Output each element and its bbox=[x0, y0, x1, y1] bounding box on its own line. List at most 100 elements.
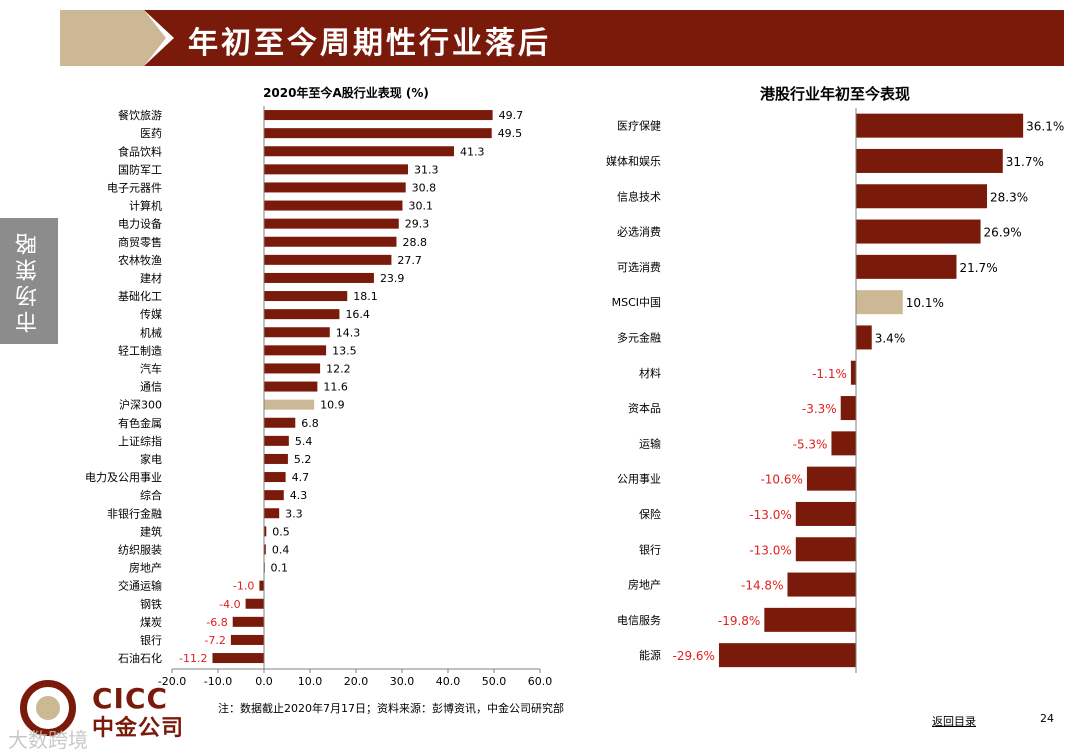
chart1-x-tick-label: 0.0 bbox=[255, 675, 273, 688]
chart2-value-label: -13.0% bbox=[749, 508, 791, 522]
chart2-value-label: -14.8% bbox=[741, 579, 783, 593]
chart1-bar-26 bbox=[259, 580, 264, 591]
banner-chevron-icon bbox=[144, 10, 166, 66]
chart1-bar-2 bbox=[264, 146, 454, 157]
chart1-value-label: 27.7 bbox=[397, 254, 422, 267]
chart1-category-label: 医药 bbox=[140, 127, 162, 140]
chart2-value-label: -1.1% bbox=[812, 367, 847, 381]
chart2-bar-7 bbox=[850, 360, 856, 385]
chart1-value-label: 29.3 bbox=[405, 218, 430, 231]
chart1-category-label: 通信 bbox=[140, 381, 162, 394]
chart2-category-label: 医疗保健 bbox=[617, 119, 661, 133]
chart2-bar-2 bbox=[856, 184, 988, 209]
chart1-value-label: 49.5 bbox=[498, 127, 523, 140]
chart2-bar-11 bbox=[795, 501, 856, 526]
chart1-value-label: 31.3 bbox=[414, 163, 439, 176]
chart1-category-label: 商贸零售 bbox=[118, 235, 162, 249]
chart1-value-label: 12.2 bbox=[326, 362, 351, 375]
chart2-category-label: 媒体和娱乐 bbox=[606, 154, 661, 168]
chart1-bar-19 bbox=[264, 453, 288, 464]
chart1-category-label: 国防军工 bbox=[118, 162, 162, 176]
banner-accent bbox=[60, 10, 144, 66]
chart1-x-tick-label: 10.0 bbox=[298, 675, 323, 688]
chart1-category-label: 机械 bbox=[140, 325, 162, 339]
chart1-bar-24 bbox=[264, 544, 266, 555]
chart1-category-label: 房地产 bbox=[129, 561, 162, 575]
logo-text-en: CICC bbox=[92, 682, 169, 715]
chart2-category-label: 电信服务 bbox=[617, 614, 661, 627]
chart1-bar-3 bbox=[264, 164, 408, 175]
watermark: 大数跨境 bbox=[8, 728, 88, 752]
chart1-bar-8 bbox=[264, 254, 392, 265]
chart1-category-label: 有色金属 bbox=[118, 416, 162, 430]
chart1-value-label: 5.2 bbox=[294, 453, 312, 466]
chart1-value-label: 0.4 bbox=[272, 543, 290, 556]
chart2-bar-4 bbox=[856, 254, 957, 279]
chart1-category-label: 建筑 bbox=[140, 524, 162, 538]
chart2-value-label: 31.7% bbox=[1006, 155, 1044, 169]
chart1-x-tick-label: 50.0 bbox=[482, 675, 507, 688]
chart2-bar-1 bbox=[856, 148, 1003, 173]
chart2-value-label: -19.8% bbox=[718, 614, 760, 628]
chart2-value-label: -13.0% bbox=[749, 543, 791, 557]
chart2-value-label: -29.6% bbox=[672, 649, 714, 663]
chart1-category-label: 钢铁 bbox=[140, 598, 162, 611]
chart1-value-label: 30.1 bbox=[408, 200, 433, 213]
chart1-value-label: -11.2 bbox=[179, 652, 207, 665]
chart1-value-label: 14.3 bbox=[336, 326, 361, 339]
chart1-value-label: 23.9 bbox=[380, 272, 405, 285]
chart1-value-label: 5.4 bbox=[295, 435, 313, 448]
chart1-value-label: 49.7 bbox=[499, 109, 524, 122]
chart2-bar-6 bbox=[856, 325, 872, 350]
chart1-category-label: 食品饮料 bbox=[118, 144, 162, 158]
chart1-category-label: 家电 bbox=[140, 452, 162, 466]
chart1-value-label: 11.6 bbox=[323, 381, 348, 394]
chart1-bar-0 bbox=[264, 110, 493, 121]
chart2-category-label: 银行 bbox=[639, 542, 661, 556]
chart1-bar-16 bbox=[264, 399, 315, 410]
chart1-category-label: 纺织服装 bbox=[118, 542, 162, 556]
chart2-bar-8 bbox=[840, 396, 856, 421]
chart1-bar-6 bbox=[264, 218, 399, 229]
chart1-value-label: -6.8 bbox=[206, 616, 227, 629]
chart1-value-label: 13.5 bbox=[332, 344, 357, 357]
chart1-category-label: 非银行金融 bbox=[107, 506, 162, 520]
back-to-contents-link[interactable]: 返回目录 bbox=[932, 715, 976, 728]
chart1-value-label: -1.0 bbox=[233, 580, 254, 593]
chart1-category-label: 汽车 bbox=[140, 361, 162, 375]
logo-text-cn: 中金公司 bbox=[92, 716, 185, 741]
chart1-bar-5 bbox=[264, 200, 403, 211]
chart1-x-tick-label: 30.0 bbox=[390, 675, 415, 688]
chart1-value-label: 0.5 bbox=[272, 525, 290, 538]
chart2-category-label: 公用事业 bbox=[617, 473, 661, 486]
sidebar-section-tab[interactable]: 市场策略 bbox=[0, 218, 58, 344]
chart2-bar-10 bbox=[806, 466, 856, 491]
chart1-bar-30 bbox=[212, 653, 264, 664]
chart1-category-label: 上证综指 bbox=[118, 434, 162, 448]
chart2-category-label: 多元金融 bbox=[617, 330, 661, 344]
chart1-category-label: 农林牧渔 bbox=[118, 253, 162, 267]
chart1-x-tick-label: -10.0 bbox=[204, 675, 232, 688]
chart2-bar-15 bbox=[718, 643, 856, 668]
chart2-bar-9 bbox=[831, 431, 856, 456]
chart1-x-tick-label: 60.0 bbox=[528, 675, 553, 688]
chart2-value-label: 36.1% bbox=[1026, 120, 1064, 134]
chart2-category-label: 必选消费 bbox=[617, 225, 661, 239]
chart2-value-label: -10.6% bbox=[760, 473, 802, 487]
chart2-bar-0 bbox=[856, 113, 1024, 138]
chart1-bar-17 bbox=[264, 417, 296, 428]
chart1-bar-13 bbox=[264, 345, 327, 356]
chart2-category-label: 可选消费 bbox=[617, 260, 661, 274]
chart1-value-label: 41.3 bbox=[460, 145, 485, 158]
chart1-x-tick-label: -20.0 bbox=[158, 675, 186, 688]
chart1-category-label: 传媒 bbox=[140, 308, 162, 321]
chart1-bar-18 bbox=[264, 435, 289, 446]
title-banner: 年初至今周期性行业落后 bbox=[60, 10, 1064, 66]
chart1-bar-20 bbox=[264, 472, 286, 483]
logo-core-icon bbox=[36, 696, 60, 720]
chart2-category-label: MSCI中国 bbox=[612, 296, 661, 309]
chart2-category-label: 材料 bbox=[639, 366, 661, 380]
chart1-bar-21 bbox=[264, 490, 284, 501]
chart1-category-label: 煤炭 bbox=[140, 616, 162, 629]
